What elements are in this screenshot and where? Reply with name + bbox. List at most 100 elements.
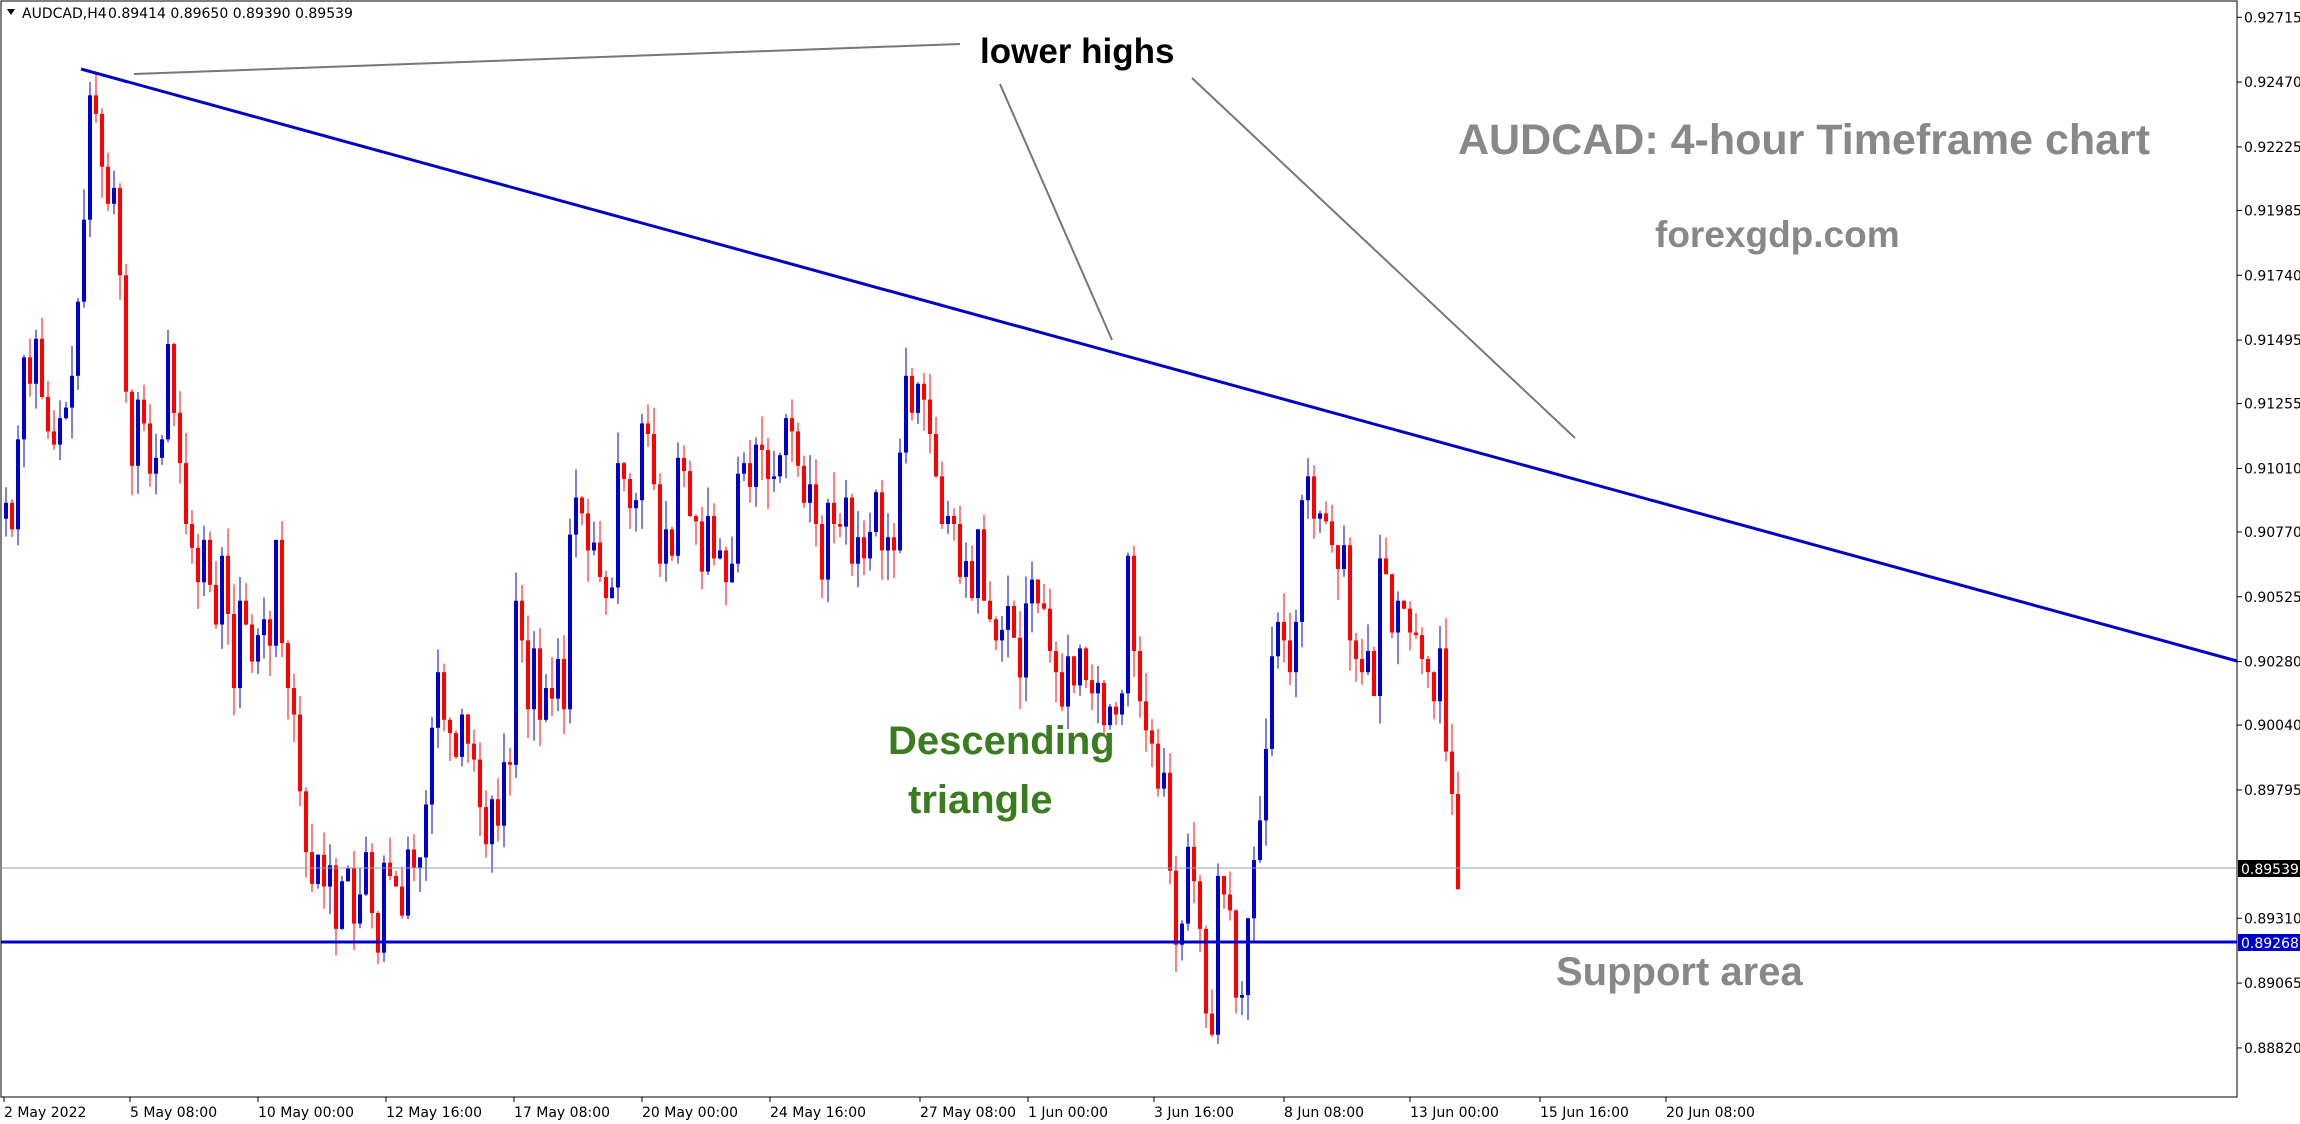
bear-candle[interactable] — [352, 868, 356, 924]
bear-candle[interactable] — [646, 423, 650, 435]
bull-candle[interactable] — [82, 219, 86, 302]
bear-candle[interactable] — [562, 658, 566, 710]
bear-candle[interactable] — [322, 854, 326, 887]
bull-candle[interactable] — [898, 452, 902, 551]
bear-candle[interactable] — [226, 555, 230, 614]
bull-candle[interactable] — [460, 714, 464, 757]
bull-candle[interactable] — [754, 444, 758, 487]
bear-candle[interactable] — [100, 113, 104, 167]
bear-candle[interactable] — [1198, 881, 1202, 929]
bull-candle[interactable] — [1216, 875, 1220, 1035]
bear-candle[interactable] — [832, 502, 836, 525]
bull-candle[interactable] — [22, 357, 26, 440]
bull-candle[interactable] — [1318, 513, 1322, 519]
bear-candle[interactable] — [1210, 1013, 1214, 1035]
bull-candle[interactable] — [808, 484, 812, 503]
bear-candle[interactable] — [934, 434, 938, 477]
bear-candle[interactable] — [1444, 648, 1448, 752]
bear-candle[interactable] — [880, 492, 884, 551]
bull-candle[interactable] — [1066, 656, 1070, 707]
bull-candle[interactable] — [430, 727, 434, 805]
bull-candle[interactable] — [532, 648, 536, 710]
bear-candle[interactable] — [1084, 648, 1088, 681]
bear-candle[interactable] — [388, 862, 392, 876]
bull-candle[interactable] — [874, 492, 878, 532]
bear-candle[interactable] — [952, 516, 956, 525]
bull-candle[interactable] — [262, 619, 266, 636]
bear-candle[interactable] — [484, 807, 488, 845]
bull-candle[interactable] — [1120, 693, 1124, 715]
bull-candle[interactable] — [1096, 682, 1100, 694]
bull-candle[interactable] — [610, 587, 614, 599]
bull-candle[interactable] — [88, 95, 92, 220]
bull-candle[interactable] — [1162, 772, 1166, 789]
bear-candle[interactable] — [1408, 608, 1412, 633]
bear-candle[interactable] — [598, 542, 602, 577]
bear-candle[interactable] — [1450, 751, 1454, 794]
bear-candle[interactable] — [604, 576, 608, 599]
bear-candle[interactable] — [1372, 651, 1376, 697]
bull-candle[interactable] — [1258, 820, 1262, 861]
bear-candle[interactable] — [1102, 682, 1106, 726]
bull-candle[interactable] — [676, 457, 680, 556]
bear-candle[interactable] — [994, 619, 998, 641]
bull-candle[interactable] — [730, 563, 734, 583]
bull-candle[interactable] — [316, 854, 320, 884]
bull-candle[interactable] — [772, 476, 776, 480]
bear-candle[interactable] — [1390, 574, 1394, 633]
bear-candle[interactable] — [790, 418, 794, 432]
bear-candle[interactable] — [1090, 680, 1094, 694]
bull-candle[interactable] — [568, 534, 572, 710]
bear-candle[interactable] — [1324, 513, 1328, 522]
bear-candle[interactable] — [1348, 545, 1352, 641]
bull-candle[interactable] — [592, 542, 596, 551]
bear-candle[interactable] — [958, 524, 962, 577]
bear-candle[interactable] — [394, 875, 398, 887]
bear-candle[interactable] — [538, 648, 542, 720]
bull-candle[interactable] — [1000, 629, 1004, 641]
bear-candle[interactable] — [550, 688, 554, 699]
bear-candle[interactable] — [298, 714, 302, 792]
bull-candle[interactable] — [556, 658, 560, 699]
bull-candle[interactable] — [976, 529, 980, 599]
bull-candle[interactable] — [502, 762, 506, 826]
bear-candle[interactable] — [1420, 635, 1424, 659]
bear-candle[interactable] — [1036, 579, 1040, 604]
bear-candle[interactable] — [628, 479, 632, 509]
bull-candle[interactable] — [1024, 603, 1028, 678]
bull-candle[interactable] — [418, 857, 422, 869]
bull-candle[interactable] — [1126, 555, 1130, 694]
bear-candle[interactable] — [370, 852, 374, 913]
bear-candle[interactable] — [268, 619, 272, 646]
bear-candle[interactable] — [1432, 672, 1436, 702]
bear-candle[interactable] — [1054, 651, 1058, 673]
bear-candle[interactable] — [106, 166, 110, 204]
bear-candle[interactable] — [1132, 555, 1136, 652]
bull-candle[interactable] — [574, 497, 578, 535]
bull-candle[interactable] — [34, 338, 38, 384]
bull-candle[interactable] — [844, 497, 848, 527]
bull-candle[interactable] — [736, 473, 740, 564]
bull-candle[interactable] — [1246, 918, 1250, 996]
bull-candle[interactable] — [406, 849, 410, 916]
bear-candle[interactable] — [1228, 894, 1232, 911]
bear-candle[interactable] — [214, 584, 218, 625]
bear-candle[interactable] — [802, 465, 806, 503]
bear-candle[interactable] — [892, 537, 896, 551]
bear-candle[interactable] — [148, 423, 152, 474]
bear-candle[interactable] — [526, 640, 530, 710]
bull-candle[interactable] — [1180, 923, 1184, 945]
bull-candle[interactable] — [1276, 621, 1280, 657]
bull-candle[interactable] — [1438, 648, 1442, 702]
bear-candle[interactable] — [670, 529, 674, 556]
bear-candle[interactable] — [124, 275, 128, 392]
bull-candle[interactable] — [1186, 846, 1190, 924]
bear-candle[interactable] — [748, 463, 752, 487]
bear-candle[interactable] — [1114, 706, 1118, 715]
bull-candle[interactable] — [364, 852, 368, 895]
bear-candle[interactable] — [766, 449, 770, 480]
bull-candle[interactable] — [70, 375, 74, 408]
bull-candle[interactable] — [274, 539, 278, 646]
bull-candle[interactable] — [1108, 706, 1112, 726]
